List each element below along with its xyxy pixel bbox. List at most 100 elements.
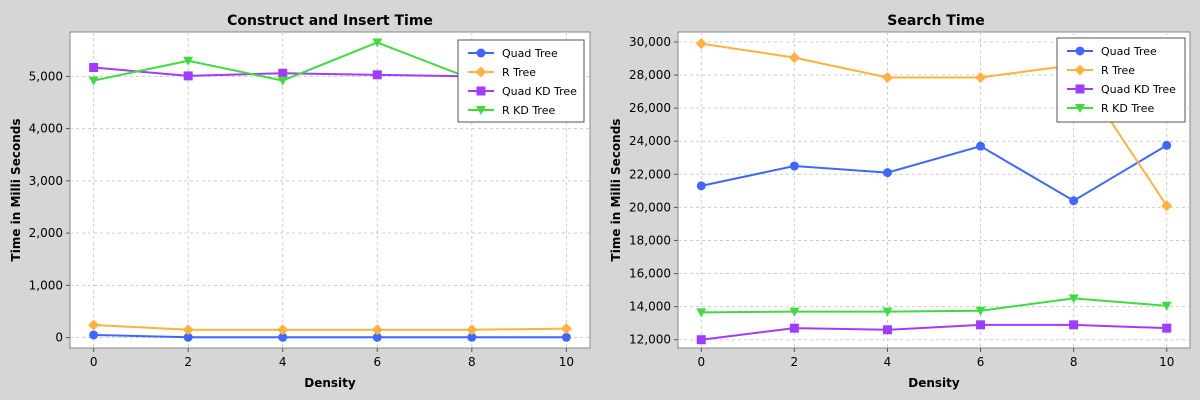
data-point bbox=[1069, 320, 1079, 330]
data-point bbox=[372, 332, 382, 342]
legend-label: R KD Tree bbox=[502, 104, 555, 117]
data-point bbox=[1161, 200, 1173, 212]
chart-title: Search Time bbox=[887, 13, 985, 29]
x-tick-label: 10 bbox=[559, 355, 574, 369]
x-tick-label: 6 bbox=[373, 355, 381, 369]
series-3 bbox=[696, 320, 1172, 345]
y-tick-label: 28,000 bbox=[629, 68, 671, 82]
data-point bbox=[89, 63, 99, 73]
data-point bbox=[1161, 301, 1172, 311]
data-point bbox=[278, 68, 288, 78]
data-point bbox=[696, 308, 707, 318]
data-point bbox=[696, 335, 706, 345]
y-tick-label: 2,000 bbox=[29, 226, 63, 240]
data-point bbox=[466, 324, 478, 336]
series-1 bbox=[696, 140, 1172, 206]
data-point bbox=[1162, 323, 1172, 333]
data-point bbox=[560, 323, 572, 335]
legend-marker bbox=[476, 48, 486, 58]
y-tick-label: 5,000 bbox=[29, 69, 63, 83]
data-point bbox=[789, 161, 799, 171]
y-tick-label: 22,000 bbox=[629, 167, 671, 181]
data-point bbox=[976, 141, 986, 151]
y-tick-label: 12,000 bbox=[629, 333, 671, 347]
data-point bbox=[1162, 140, 1172, 150]
x-axis-label: Density bbox=[304, 376, 356, 390]
y-tick-label: 16,000 bbox=[629, 267, 671, 281]
data-point bbox=[696, 181, 706, 191]
legend-label: Quad KD Tree bbox=[1101, 83, 1176, 96]
data-point bbox=[789, 323, 799, 333]
x-tick-label: 8 bbox=[468, 355, 476, 369]
data-point bbox=[975, 71, 987, 83]
data-point bbox=[277, 324, 289, 336]
series-2 bbox=[88, 319, 572, 336]
data-point bbox=[278, 332, 288, 342]
data-point bbox=[277, 76, 288, 86]
data-point bbox=[882, 325, 892, 335]
data-point bbox=[182, 324, 194, 336]
data-point bbox=[881, 71, 893, 83]
legend-marker bbox=[1075, 104, 1085, 113]
y-tick-label: 3,000 bbox=[29, 174, 63, 188]
y-tick-label: 0 bbox=[55, 331, 63, 345]
data-point bbox=[1069, 196, 1079, 206]
x-tick-label: 4 bbox=[279, 355, 287, 369]
series-line bbox=[701, 144, 1168, 202]
series-line bbox=[93, 324, 567, 331]
y-axis-label: Time in Milli Seconds bbox=[9, 119, 23, 262]
y-tick-label: 4,000 bbox=[29, 122, 63, 136]
data-point bbox=[183, 56, 194, 66]
y-tick-label: 1,000 bbox=[29, 278, 63, 292]
legend: Quad Tree R Tree Quad KD Tree R KD Tree bbox=[1056, 37, 1186, 123]
x-tick-label: 10 bbox=[1159, 355, 1174, 369]
legend-label: Quad Tree bbox=[1101, 45, 1157, 58]
legend-marker bbox=[1074, 64, 1086, 76]
legend-label: R KD Tree bbox=[1101, 102, 1154, 115]
legend-label: R Tree bbox=[1101, 64, 1135, 77]
data-point bbox=[89, 330, 99, 340]
y-tick-label: 24,000 bbox=[629, 134, 671, 148]
data-point bbox=[882, 307, 893, 317]
data-point bbox=[1068, 294, 1079, 304]
data-point bbox=[372, 38, 383, 48]
data-point bbox=[976, 320, 986, 330]
y-axis-label: Time in Milli Seconds bbox=[609, 119, 623, 262]
x-tick-label: 6 bbox=[977, 355, 985, 369]
x-tick-label: 2 bbox=[184, 355, 192, 369]
data-point bbox=[882, 168, 892, 178]
legend-marker bbox=[476, 86, 486, 96]
y-tick-label: 30,000 bbox=[629, 35, 671, 49]
data-point bbox=[467, 332, 477, 342]
data-point bbox=[88, 319, 100, 331]
legend-marker bbox=[475, 66, 487, 78]
y-tick-label: 26,000 bbox=[629, 101, 671, 115]
x-tick-label: 4 bbox=[884, 355, 892, 369]
x-tick-label: 0 bbox=[697, 355, 705, 369]
chart-title: Construct and Insert Time bbox=[227, 13, 433, 29]
legend-label: Quad KD Tree bbox=[502, 85, 577, 98]
data-point bbox=[371, 324, 383, 336]
y-tick-label: 18,000 bbox=[629, 233, 671, 247]
series-line bbox=[701, 323, 1167, 341]
data-point bbox=[789, 307, 800, 317]
data-point bbox=[788, 52, 800, 64]
legend-marker bbox=[476, 106, 486, 115]
legend: Quad Tree R Tree Quad KD Tree R KD Tree bbox=[457, 39, 585, 123]
data-point bbox=[88, 76, 99, 86]
x-tick-label: 8 bbox=[1070, 355, 1078, 369]
series-line bbox=[93, 333, 567, 339]
data-point bbox=[561, 332, 571, 342]
data-point bbox=[183, 71, 193, 81]
series-4 bbox=[696, 294, 1172, 318]
x-tick-label: 0 bbox=[90, 355, 98, 369]
chart-2: 12,000 14,000 16,000 18,000 20,000 22,000 24,0… bbox=[609, 13, 1191, 390]
x-tick-label: 2 bbox=[791, 355, 799, 369]
data-point bbox=[183, 332, 193, 342]
data-point bbox=[695, 38, 707, 50]
y-tick-label: 14,000 bbox=[629, 300, 671, 314]
legend-label: Quad Tree bbox=[502, 47, 558, 60]
legend-marker bbox=[1075, 84, 1085, 94]
